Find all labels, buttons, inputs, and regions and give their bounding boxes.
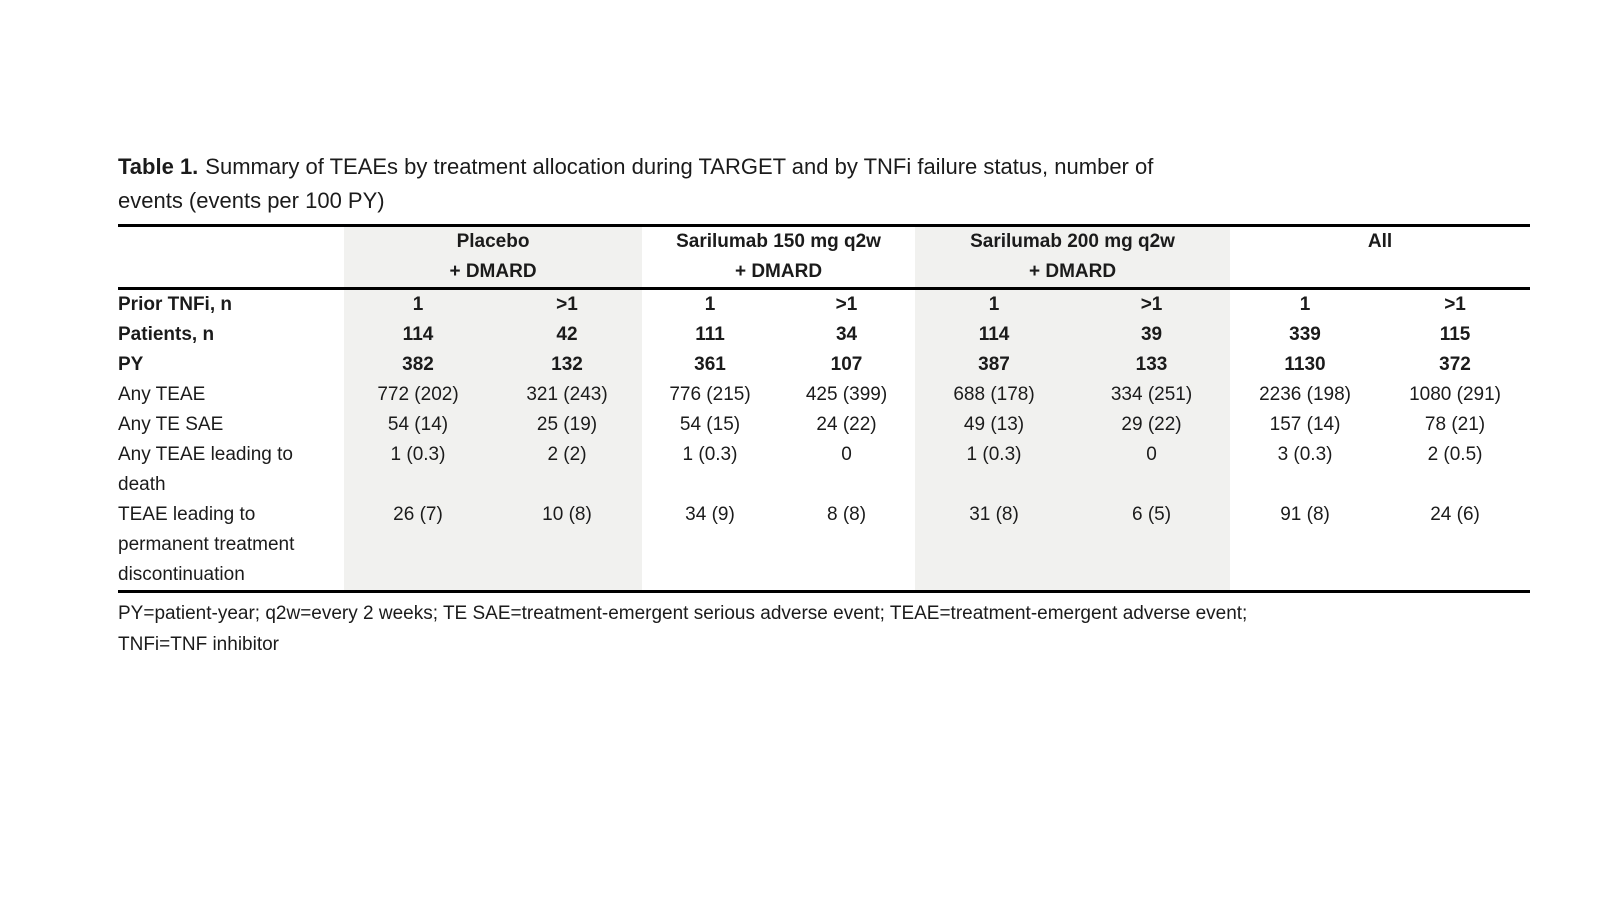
data-cell: 3 (0.3): [1277, 444, 1333, 465]
data-cell: 772 (202): [344, 380, 492, 410]
data-cell: 54 (15): [679, 414, 741, 435]
data-cell: 78 (21): [1424, 414, 1486, 435]
row-label: Any TEAE leading to death: [118, 444, 293, 495]
column-group-sarilumab-150: Sarilumab 150 mg q2w + DMARD: [642, 225, 916, 290]
data-cell: 26 (7): [344, 500, 492, 592]
table-row-any-teae: Any TEAE 772 (202) 321 (243) 776 (215) 4…: [118, 380, 1530, 410]
group-subtitle: + DMARD: [1028, 261, 1117, 282]
group-subtitle: + DMARD: [734, 261, 823, 282]
data-cell: >1: [835, 294, 858, 315]
column-group-sarilumab-200: Sarilumab 200 mg q2w + DMARD: [915, 225, 1231, 290]
row-label: Any TEAE: [118, 384, 206, 405]
table-row-patients: Patients, n 114 42 111 34 114 39 339 115: [118, 320, 1530, 350]
group-name: Sarilumab 150 mg q2w: [676, 231, 881, 252]
data-cell: 425 (399): [805, 384, 888, 405]
data-cell: >1: [1073, 288, 1231, 320]
data-cell: 1: [1299, 294, 1311, 315]
data-cell: 1130: [1284, 354, 1326, 375]
data-cell: 132: [492, 350, 642, 380]
data-cell: 157 (14): [1269, 414, 1341, 435]
data-cell: 6 (5): [1073, 500, 1231, 592]
data-cell: 334 (251): [1073, 380, 1231, 410]
data-cell: 107: [830, 354, 863, 375]
row-label: Any TE SAE: [118, 414, 224, 435]
group-name: All: [1367, 231, 1393, 252]
table-row-py: PY 382 132 361 107 387 133 1130 372: [118, 350, 1530, 380]
table-block: Table 1. Summary of TEAEs by treatment al…: [118, 150, 1531, 660]
data-cell: 1 (0.3): [682, 444, 738, 465]
data-cell: 34: [835, 324, 858, 345]
data-cell: 91 (8): [1280, 504, 1330, 525]
table-row-prior-tnfi: Prior TNFi, n 1 >1 1 >1 1 >1 1 >1: [118, 288, 1530, 320]
summary-table: Placebo + DMARD Sarilumab 150 mg q2w + D…: [118, 224, 1531, 593]
data-cell: 321 (243): [492, 380, 642, 410]
footnote-line1: PY=patient-year; q2w=every 2 weeks; TE S…: [118, 603, 1248, 624]
column-group-all: All: [1230, 225, 1531, 290]
data-cell: 42: [492, 320, 642, 350]
data-cell: >1: [492, 288, 642, 320]
data-cell: 114: [915, 320, 1074, 350]
data-cell: 1: [704, 294, 716, 315]
data-cell: 1: [344, 288, 492, 320]
data-cell: 24 (6): [1430, 504, 1480, 525]
data-cell: 115: [1439, 324, 1471, 345]
data-cell: >1: [1444, 294, 1466, 315]
row-label: PY: [118, 354, 144, 375]
group-name: Placebo: [456, 231, 530, 252]
data-cell: 2236 (198): [1259, 384, 1351, 405]
table-footnote: PY=patient-year; q2w=every 2 weeks; TE S…: [118, 598, 1530, 660]
table-title-text: Summary of TEAEs by treatment allocation…: [205, 154, 1154, 179]
data-cell: 39: [1073, 320, 1231, 350]
header-corner-cell: [118, 225, 344, 290]
table-number-label: Table 1.: [118, 154, 199, 179]
data-cell: 1080 (291): [1409, 384, 1501, 405]
row-label: Patients, n: [118, 324, 215, 345]
data-cell: 0: [841, 444, 852, 465]
table-title: Table 1. Summary of TEAEs by treatment al…: [118, 150, 1448, 218]
table-title-line1: Table 1. Summary of TEAEs by treatment al…: [118, 150, 1448, 184]
data-cell: 25 (19): [492, 410, 642, 440]
data-cell: 2 (0.5): [1427, 444, 1483, 465]
data-cell: 387: [915, 350, 1074, 380]
data-cell: 1 (0.3): [915, 440, 1074, 500]
data-cell: 8 (8): [826, 504, 867, 525]
data-cell: 31 (8): [915, 500, 1074, 592]
data-cell: 361: [694, 354, 726, 375]
data-cell: 114: [344, 320, 492, 350]
table-row-teae-discontinuation: TEAE leading to permanent treatment disc…: [118, 500, 1530, 592]
table-row-any-te-sae: Any TE SAE 54 (14) 25 (19) 54 (15) 24 (2…: [118, 410, 1530, 440]
data-cell: 1: [915, 288, 1074, 320]
data-cell: 688 (178): [915, 380, 1074, 410]
column-group-placebo: Placebo + DMARD: [344, 225, 642, 290]
data-cell: 10 (8): [492, 500, 642, 592]
table-row-teae-death: Any TEAE leading to death 1 (0.3) 2 (2) …: [118, 440, 1530, 500]
data-cell: 1 (0.3): [344, 440, 492, 500]
header-row: Placebo + DMARD Sarilumab 150 mg q2w + D…: [118, 225, 1531, 290]
data-cell: 24 (22): [816, 414, 877, 435]
data-cell: 339: [1289, 324, 1321, 345]
table-title-line2: events (events per 100 PY): [118, 188, 385, 213]
data-cell: 776 (215): [669, 384, 751, 405]
footnote-line2: TNFi=TNF inhibitor: [118, 634, 279, 655]
row-label: Prior TNFi, n: [118, 294, 232, 315]
data-cell: 0: [1073, 440, 1231, 500]
data-cell: 49 (13): [915, 410, 1074, 440]
row-label: TEAE leading to permanent treatment disc…: [118, 504, 295, 585]
data-cell: 34 (9): [685, 504, 735, 525]
data-cell: 2 (2): [492, 440, 642, 500]
data-cell: 372: [1439, 354, 1471, 375]
data-cell: 54 (14): [344, 410, 492, 440]
data-cell: 29 (22): [1073, 410, 1231, 440]
data-cell: 133: [1073, 350, 1231, 380]
data-cell: 111: [695, 324, 725, 345]
group-subtitle: + DMARD: [449, 261, 537, 282]
data-cell: 382: [344, 350, 492, 380]
group-name: Sarilumab 200 mg q2w: [970, 231, 1175, 252]
